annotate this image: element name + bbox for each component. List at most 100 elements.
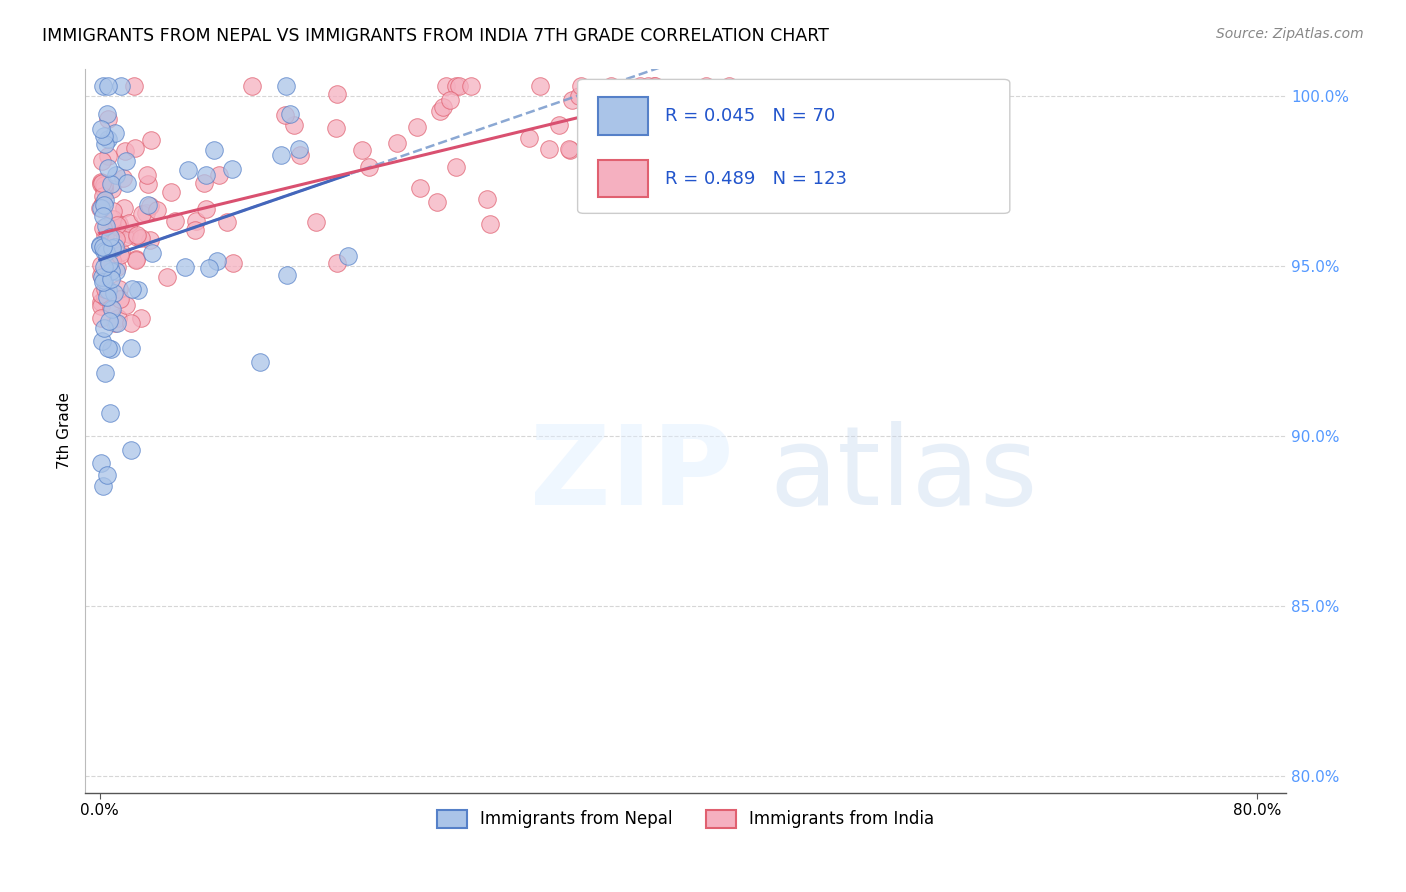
Point <box>100 342 122 356</box>
Point <box>160 186 183 200</box>
Point <box>97 161 120 175</box>
Point <box>139 233 162 247</box>
Point <box>270 148 292 162</box>
Point <box>118 216 141 230</box>
Point <box>202 143 225 157</box>
Point <box>89 237 111 252</box>
Point <box>96 468 118 483</box>
Point <box>108 217 131 231</box>
Point <box>121 282 143 296</box>
Point <box>100 264 122 278</box>
Point <box>96 148 118 162</box>
Point <box>276 268 298 282</box>
Point <box>444 160 467 174</box>
Point <box>124 141 146 155</box>
Point <box>93 136 115 151</box>
Point <box>97 239 120 253</box>
Point <box>91 275 114 289</box>
Point <box>93 198 115 212</box>
Point <box>94 283 117 297</box>
Point <box>215 215 238 229</box>
Point <box>90 268 112 282</box>
Point <box>93 366 115 380</box>
Point <box>112 201 135 215</box>
Point <box>93 244 115 258</box>
Point <box>101 203 124 218</box>
Point <box>91 240 114 254</box>
Point <box>93 129 115 144</box>
Point <box>125 227 148 242</box>
Point <box>93 273 115 287</box>
Point <box>146 203 169 218</box>
Point <box>208 169 231 183</box>
Point <box>274 78 297 93</box>
Point <box>718 78 741 93</box>
Point <box>107 220 129 235</box>
Point <box>103 285 125 300</box>
Point <box>477 193 499 207</box>
Point <box>108 293 131 307</box>
Point <box>90 178 112 192</box>
Point <box>478 218 501 232</box>
Point <box>665 129 688 144</box>
Point <box>141 246 163 260</box>
Point <box>120 317 142 331</box>
Point <box>104 240 127 254</box>
Point <box>129 311 152 326</box>
Point <box>90 294 112 309</box>
Point <box>177 163 200 178</box>
Point <box>105 168 128 182</box>
Point <box>90 456 112 470</box>
Point <box>105 316 128 330</box>
Legend: Immigrants from Nepal, Immigrants from India: Immigrants from Nepal, Immigrants from I… <box>430 803 941 835</box>
Point <box>578 105 600 120</box>
Point <box>97 112 120 126</box>
Point <box>242 78 264 93</box>
Point <box>568 89 591 103</box>
Point <box>89 287 111 301</box>
Point <box>628 78 651 93</box>
Point <box>101 301 124 316</box>
Point <box>434 78 457 93</box>
Point <box>103 212 125 227</box>
Point <box>385 136 408 151</box>
Point <box>695 78 717 93</box>
Point <box>432 100 454 114</box>
Point <box>101 252 124 267</box>
Point <box>249 355 271 369</box>
Point <box>305 215 328 229</box>
Point <box>600 109 623 123</box>
Point <box>93 260 115 275</box>
Point <box>637 78 659 93</box>
Point <box>108 282 131 296</box>
Point <box>97 341 120 355</box>
Point <box>651 191 673 205</box>
Point <box>193 177 215 191</box>
Point <box>429 103 451 118</box>
Point <box>449 78 471 93</box>
Point <box>114 145 136 159</box>
Point <box>198 261 221 276</box>
Point <box>93 178 115 193</box>
Point <box>91 221 114 235</box>
Point <box>98 258 121 272</box>
Point <box>194 202 217 217</box>
Point <box>537 142 560 156</box>
Point <box>114 154 136 169</box>
Point <box>129 231 152 245</box>
Point <box>127 283 149 297</box>
Point <box>357 160 380 174</box>
Point <box>90 299 112 313</box>
Point <box>89 201 111 215</box>
Point <box>325 121 347 136</box>
Point <box>97 252 120 266</box>
Point <box>94 219 117 234</box>
Point <box>122 78 145 93</box>
Point <box>174 260 197 274</box>
Point <box>96 245 118 260</box>
Point <box>104 232 127 246</box>
Point <box>94 227 117 242</box>
Point <box>108 248 131 262</box>
Point <box>97 132 120 146</box>
Point <box>529 78 551 93</box>
